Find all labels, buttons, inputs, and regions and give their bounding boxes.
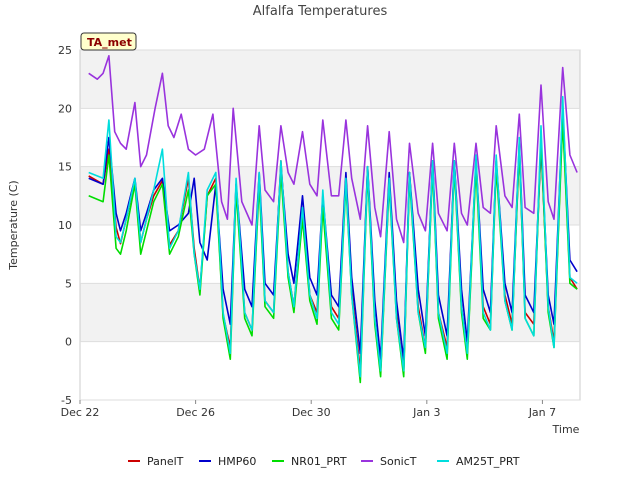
legend-label: SonicT (380, 455, 417, 468)
y-axis-ticks: -5 0 5 10 15 20 25 (58, 44, 72, 407)
series-line-am25t-prt (88, 95, 578, 378)
series-lines (88, 54, 578, 384)
x-axis-label: Time (552, 423, 580, 436)
badge-label: TA_met (87, 36, 132, 49)
y-tick-label: 15 (58, 161, 72, 174)
y-tick-label: 5 (65, 277, 72, 290)
plot-band (80, 50, 580, 109)
ta-met-badge: TA_met (80, 32, 137, 51)
plot-band (80, 108, 580, 167)
legend-label: NR01_PRT (291, 455, 347, 468)
legend-label: HMP60 (218, 455, 256, 468)
legend-label: PanelT (147, 455, 184, 468)
series-line-sonict (88, 54, 578, 244)
legend-label: AM25T_PRT (456, 455, 520, 468)
x-tick-label: Dec 30 (292, 406, 331, 419)
x-tick-label: Dec 26 (176, 406, 215, 419)
y-tick-label: 25 (58, 44, 72, 57)
y-tick-label: -5 (61, 394, 72, 407)
y-axis-label: Temperature (C) (7, 180, 20, 270)
x-tick-label: Dec 22 (61, 406, 100, 419)
legend: PanelT HMP60 NR01_PRT SonicT AM25T_PRT (128, 455, 520, 468)
x-axis-ticks: Dec 22 Dec 26 Dec 30 Jan 3 Jan 7 (61, 400, 556, 419)
y-tick-label: 20 (58, 102, 72, 115)
x-tick-label: Jan 3 (412, 406, 440, 419)
x-tick-label: Jan 7 (528, 406, 556, 419)
plot-band (80, 341, 580, 400)
chart-title: Alfalfa Temperatures (253, 4, 388, 19)
y-tick-label: 0 (65, 336, 72, 349)
y-tick-label: 10 (58, 219, 72, 232)
